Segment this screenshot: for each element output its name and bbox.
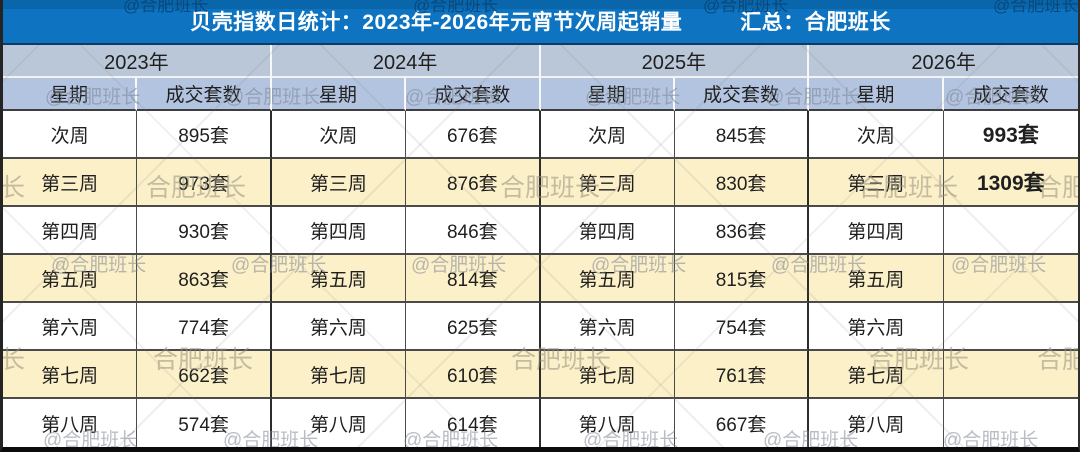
week-cell: 第三周: [809, 159, 944, 207]
count-cell: 574套: [137, 399, 272, 447]
count-cell: 863套: [137, 255, 272, 303]
summary-credit: 汇总：合肥班长: [740, 11, 891, 34]
count-column-header: 成交套数: [943, 78, 1078, 111]
count-cell: 610套: [406, 351, 541, 399]
count-cell: 830套: [674, 159, 810, 207]
week-cell: 第七周: [540, 351, 675, 399]
count-cell: 815套: [674, 255, 810, 303]
week-cell: 第四周: [809, 207, 944, 255]
week-cell: 次周: [809, 111, 944, 159]
week-column-header: 星期: [540, 78, 675, 111]
count-cell: [943, 303, 1078, 351]
week-cell: 第三周: [3, 159, 138, 207]
data-table: 2023年 2024年 2025年 2026年 星期 成交套数 星期 成交套数 …: [3, 45, 1078, 447]
count-cell: 676套: [406, 111, 541, 159]
count-cell-highlighted: 993套: [943, 111, 1078, 159]
week-column-header: 星期: [809, 78, 944, 111]
week-cell: 第八周: [271, 399, 407, 447]
week-cell: 第八周: [540, 399, 675, 447]
week-cell: 第七周: [809, 351, 944, 399]
count-cell: 846套: [406, 207, 541, 255]
week-cell: 第六周: [271, 303, 407, 351]
year-header-cell: 2026年: [809, 45, 1078, 78]
week-cell: 次周: [271, 111, 407, 159]
count-cell: 761套: [674, 351, 810, 399]
week-cell: 第八周: [3, 399, 138, 447]
count-cell: 754套: [674, 303, 810, 351]
count-cell: 895套: [137, 111, 272, 159]
week-cell: 第七周: [271, 351, 407, 399]
count-cell: [943, 207, 1078, 255]
count-cell: [943, 399, 1078, 447]
count-cell: 876套: [406, 159, 541, 207]
count-cell-highlighted: 1309套: [943, 159, 1078, 207]
count-cell: 845套: [674, 111, 810, 159]
week-cell: 第五周: [809, 255, 944, 303]
count-cell: [943, 351, 1078, 399]
count-cell: 614套: [406, 399, 541, 447]
count-column-header: 成交套数: [406, 78, 541, 111]
count-cell: 774套: [137, 303, 272, 351]
title-bar: 贝壳指数日统计：2023年-2026年元宵节次周起销量 汇总：合肥班长: [3, 0, 1078, 45]
week-cell: 第八周: [809, 399, 944, 447]
count-column-header: 成交套数: [137, 78, 272, 111]
week-column-header: 星期: [3, 78, 138, 111]
count-cell: 662套: [137, 351, 272, 399]
title-bar-top-strip: [3, 0, 1078, 9]
count-cell: 973套: [137, 159, 272, 207]
count-cell: 930套: [137, 207, 272, 255]
year-header-cell: 2025年: [540, 45, 810, 78]
week-cell: 第六周: [540, 303, 675, 351]
count-cell: 667套: [674, 399, 810, 447]
week-cell: 第七周: [3, 351, 138, 399]
year-header-cell: 2024年: [271, 45, 541, 78]
page-title: 贝壳指数日统计：2023年-2026年元宵节次周起销量: [190, 11, 683, 34]
week-cell: 第四周: [271, 207, 407, 255]
week-cell: 次周: [3, 111, 138, 159]
week-column-header: 星期: [271, 78, 407, 111]
week-cell: 第五周: [540, 255, 675, 303]
week-cell: 第六周: [809, 303, 944, 351]
count-cell: [943, 255, 1078, 303]
count-cell: 814套: [406, 255, 541, 303]
week-cell: 第三周: [540, 159, 675, 207]
week-cell: 第五周: [271, 255, 407, 303]
week-cell: 第六周: [3, 303, 138, 351]
count-column-header: 成交套数: [674, 78, 810, 111]
week-cell: 第四周: [540, 207, 675, 255]
year-header-cell: 2023年: [3, 45, 272, 78]
week-cell: 第四周: [3, 207, 138, 255]
week-cell: 次周: [540, 111, 675, 159]
week-cell: 第三周: [271, 159, 407, 207]
count-cell: 836套: [674, 207, 810, 255]
count-cell: 625套: [406, 303, 541, 351]
week-cell: 第五周: [3, 255, 138, 303]
